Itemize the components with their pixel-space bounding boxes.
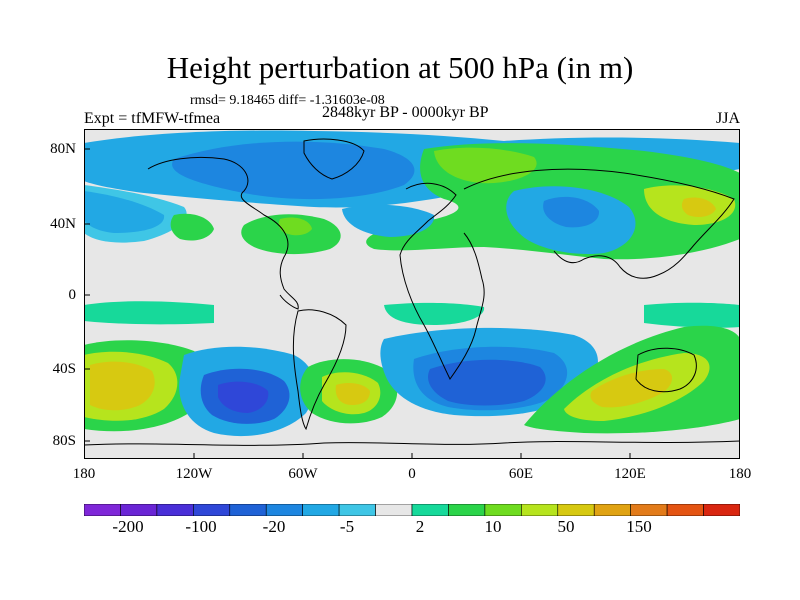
coastline-asia (463, 168, 735, 279)
colorbar-label-50: 50 (557, 517, 575, 536)
colorbar-box (411, 504, 449, 516)
colorbar-box (375, 504, 413, 516)
great-lakes-lime (278, 217, 312, 236)
colorbar-box (265, 504, 303, 516)
colorbar-box (630, 504, 668, 516)
colorbar-label-minus-200: -200 (112, 517, 144, 536)
period-label: 2848kyr BP - 0000kyr BP (322, 104, 489, 121)
south-atlantic-olive (335, 383, 370, 405)
colorbar-box (448, 504, 486, 516)
lat-label-0: 0 (68, 287, 77, 303)
colorbar-box (484, 504, 522, 516)
colorbar-box (302, 504, 340, 516)
stats-label: rmsd= 9.18465 diff= -1.31603e-08 (190, 93, 385, 108)
colorbar-box (557, 504, 595, 516)
experiment-label: Expt = tfMFW-tfmea (84, 110, 221, 127)
coastline-north-america (147, 156, 299, 310)
height-perturbation-map (84, 129, 740, 459)
lat-label-40s: 40S (52, 361, 76, 377)
map-ticks (84, 148, 631, 459)
colorbar-label-10: 10 (484, 517, 502, 536)
season-label: JJA (715, 110, 740, 127)
lon-label-120e: 120E (614, 466, 646, 482)
coastlines (84, 138, 740, 446)
colorbar-box (593, 504, 631, 516)
colorbar-label-minus-20: -20 (262, 517, 286, 536)
lat-label-80s: 80S (52, 433, 76, 449)
colorbar-box (193, 504, 231, 516)
colorbar-box (120, 504, 158, 516)
colorbar (84, 504, 740, 516)
colorbar-box (666, 504, 704, 516)
north-pacific-green (170, 213, 214, 241)
south-pacific-olive (90, 361, 155, 411)
lon-label-0: 0 (408, 466, 416, 482)
west-pacific-green (644, 302, 740, 328)
colorbar-box (521, 504, 559, 516)
japan-green (681, 197, 716, 217)
south-indian-olive (590, 369, 673, 408)
plot-title: Height perturbation at 500 hPa (in m) (166, 50, 634, 85)
lon-label-60e: 60E (508, 466, 534, 482)
colorbar-box (338, 504, 376, 516)
coastline-greenland (303, 138, 365, 180)
colorbar-box (156, 504, 194, 516)
southern-ocean-darkest (428, 359, 546, 406)
equatorial-green (84, 301, 214, 325)
colorbar-label-2: 2 (415, 517, 425, 536)
lat-label-80n: 80N (50, 141, 76, 157)
lon-label-120w: 120W (175, 466, 213, 482)
colorbar-label-150: 150 (626, 517, 652, 536)
coastline-antarctica (84, 440, 740, 446)
indian-ocean-green (384, 302, 485, 325)
atlantic-blue (342, 204, 435, 237)
coastline-australia (635, 347, 697, 393)
central-asia-deep-blue (543, 196, 600, 228)
coastline-europe-africa (399, 182, 485, 380)
colorbar-box (703, 504, 740, 516)
coastline-south-america (292, 309, 347, 431)
north-pacific-blue (84, 191, 165, 233)
south-atlantic-darkest (218, 381, 269, 413)
lat-label-40n: 40N (50, 216, 76, 232)
colorbar-label-minus-100: -100 (185, 517, 217, 536)
lon-label-180w: 180 (72, 466, 96, 482)
lon-label-180e: 180 (728, 466, 752, 482)
lon-label-60w: 60W (288, 466, 318, 482)
arctic-deep-blue (172, 141, 415, 200)
colorbar-box (84, 504, 121, 516)
colorbar-box (229, 504, 267, 516)
colorbar-label-minus-5: -5 (339, 517, 355, 536)
